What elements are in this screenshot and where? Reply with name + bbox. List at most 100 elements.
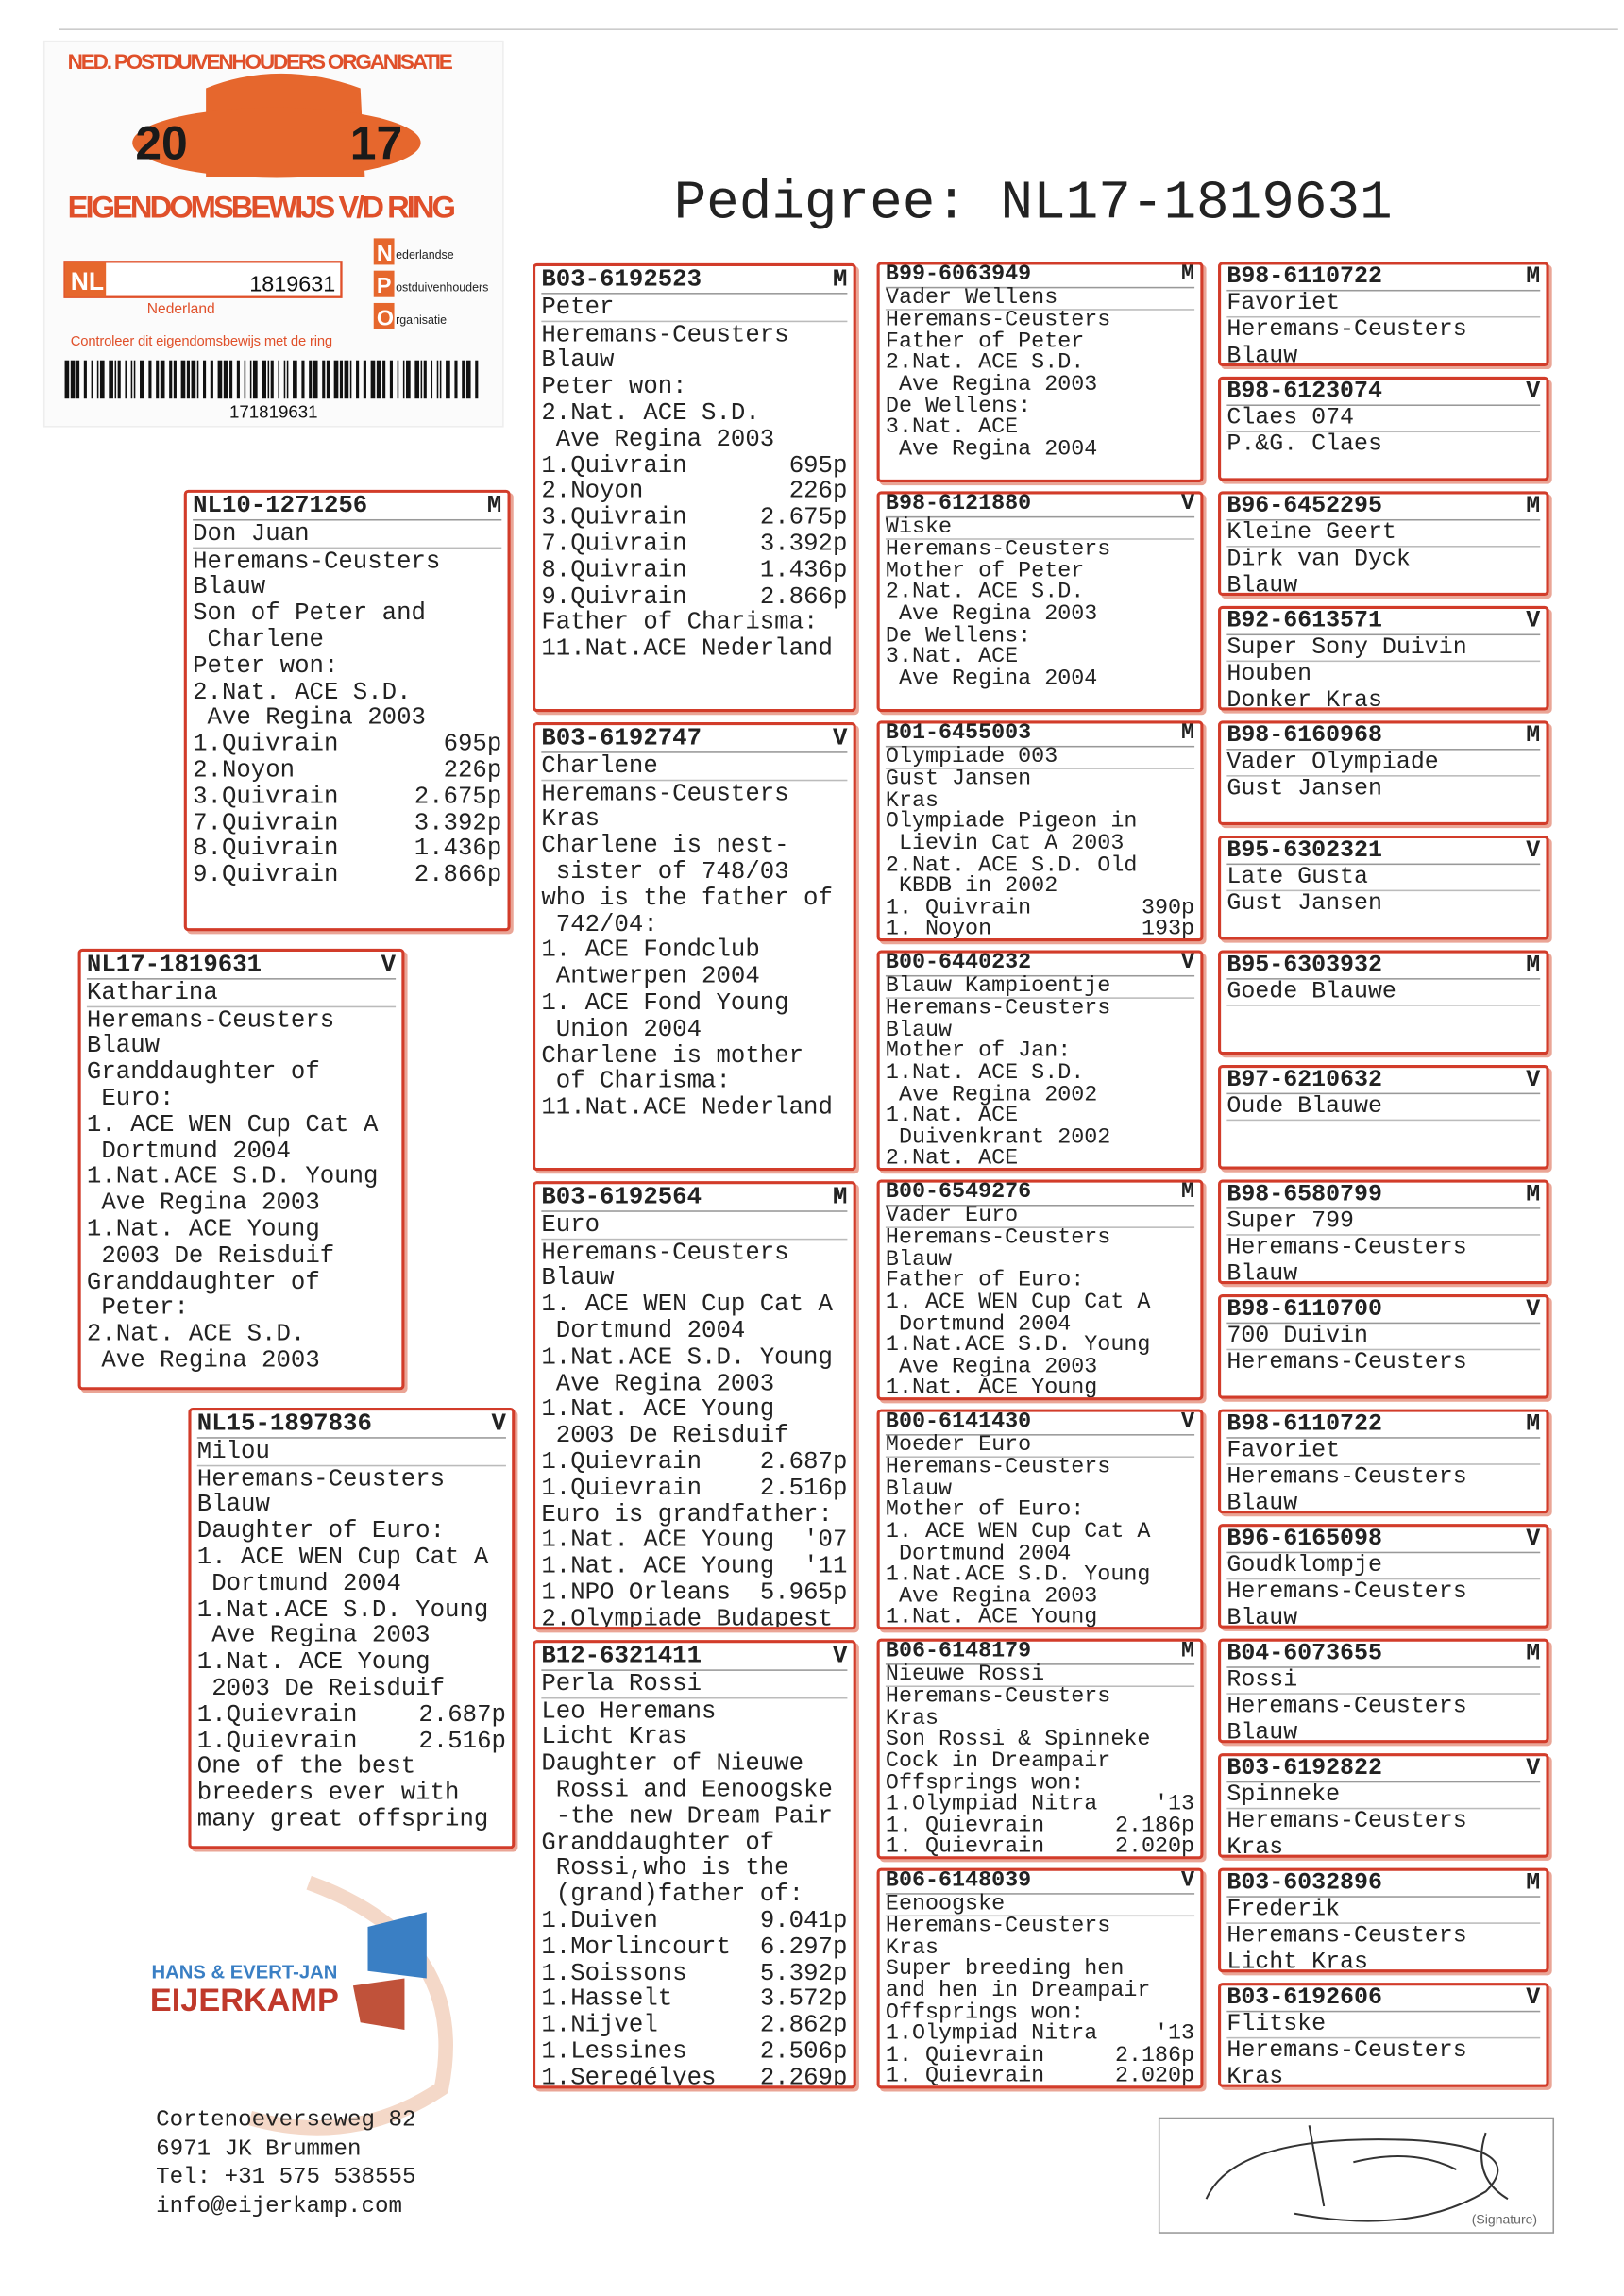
- info-line: Blauw: [1226, 1604, 1298, 1629]
- ring-id: B03-6192523: [541, 264, 702, 294]
- pigeon-name: Favoriet: [1226, 291, 1541, 319]
- barcode-bar: [462, 360, 465, 399]
- info-line: Euro:: [86, 1084, 175, 1112]
- info-line: Ave Regina 2003: [193, 703, 426, 732]
- barcode-bar: [402, 360, 405, 399]
- info-line: Donker Kras: [1226, 685, 1382, 711]
- pigeon-name: Claes 074: [1226, 405, 1541, 433]
- info-line: Heremans-Ceusters: [885, 1225, 1111, 1251]
- info-line: Rossi and Eenoogske: [541, 1775, 833, 1804]
- card-header: B95-6303932 M: [1226, 954, 1541, 980]
- pigeon-card: NL15-1897836 V Milou Heremans-Ceusters Blauw…: [188, 1408, 516, 1849]
- info-line: 11.Nat.ACE Nederland: [541, 633, 833, 663]
- info-line: 2.Nat. ACE: [885, 1146, 1019, 1172]
- pigeon-name: Spinneke: [1226, 1782, 1541, 1810]
- sex: M: [486, 491, 502, 519]
- race: 1.Quievrain: [196, 1726, 358, 1755]
- info-line: Heremans-Ceusters: [86, 1005, 335, 1034]
- pigeon-card: B12-6321411 V Perla Rossi Leo Heremans Licht…: [532, 1640, 856, 2089]
- info-line: 2.Nat. ACE S.D.: [193, 677, 412, 706]
- barcode-bar: [301, 360, 305, 399]
- pigeon-card: B97-6210632 V Oude Blauwe: [1218, 1064, 1549, 1170]
- race: 8.Quivrain: [193, 834, 339, 863]
- barcode-bar: [223, 360, 228, 399]
- info-line: Ave Regina 2003: [885, 372, 1098, 397]
- pigeon-card: B98-6110722 M Favoriet Heremans-Ceusters Bla…: [1218, 262, 1549, 366]
- info-line: Heremans-Ceusters: [193, 546, 441, 575]
- result-row: 1.Quivrain 695p: [193, 731, 501, 758]
- certificate: EIGENDOMSBEWIJS V/D RING: [68, 190, 456, 225]
- info-line: Dortmund 2004: [885, 1311, 1072, 1337]
- race: 7.Quivrain: [541, 529, 687, 558]
- ring-id: B12-6321411: [541, 1641, 702, 1670]
- sex: V: [1526, 378, 1541, 405]
- result: '11: [804, 1551, 848, 1580]
- result: 2.516p: [418, 1726, 506, 1755]
- race: 1. Noyon: [885, 917, 992, 942]
- barcode-bar: [125, 360, 127, 399]
- race: 1. Quivrain: [885, 895, 1032, 920]
- pigeon-name: Super Sony Duivin: [1226, 634, 1541, 663]
- result-row: 1. Quievrain 2.186p: [886, 2042, 1195, 2068]
- barcode-bar: [339, 360, 344, 399]
- card-header: B98-6160968 M: [1226, 724, 1541, 751]
- info-line: 1. ACE Fondclub: [541, 936, 760, 965]
- result-row: 1.Quievrain 2.516p: [541, 1475, 847, 1501]
- barcode-bar: [76, 360, 80, 399]
- barcode-bar: [244, 360, 246, 399]
- race: 7.Quivrain: [193, 808, 339, 836]
- info-line: 1. ACE WEN Cup Cat A: [86, 1109, 379, 1139]
- ring-id: B03-6192747: [541, 723, 702, 752]
- card-header: B95-6302321 V: [1226, 836, 1541, 866]
- info-line: Mother of Peter: [885, 558, 1085, 584]
- info-line: Kras: [885, 1934, 939, 1961]
- info-line: 3.Nat. ACE: [885, 644, 1019, 670]
- info-line: Blauw: [193, 572, 266, 601]
- barcode-bar: [436, 360, 439, 399]
- result: 226p: [788, 477, 848, 505]
- sex: V: [832, 723, 848, 752]
- info-line: Mother of Jan:: [885, 1038, 1072, 1065]
- info-line: Ave Regina 2003: [86, 1189, 320, 1217]
- sex: M: [832, 264, 848, 294]
- info-line: Heremans-Ceusters: [885, 1914, 1111, 1939]
- result: 1.436p: [759, 555, 848, 584]
- ring-id: B95-6302321: [1226, 836, 1382, 864]
- result-row: 9.Quivrain 2.866p: [541, 582, 847, 610]
- sex: M: [1526, 262, 1541, 290]
- info-line: Father of Euro:: [885, 1268, 1085, 1294]
- info-line: Gust Jansen: [1226, 775, 1382, 802]
- race: 1. Quievrain: [885, 2064, 1045, 2089]
- info-line: Duivenkrant 2002: [885, 1124, 1111, 1150]
- info-line: Antwerpen 2004: [541, 962, 760, 990]
- info-line: Kras: [1226, 2063, 1284, 2087]
- pigeon-card: B98-6580799 M Super 799 Heremans-Ceusters Bl…: [1218, 1179, 1549, 1285]
- result: 2.186p: [1114, 1813, 1195, 1839]
- result: 2.186p: [1114, 2042, 1195, 2068]
- info-line: 1.Nat. ACE Young: [885, 1376, 1098, 1401]
- pigeon-card: B03-6192564 M Euro Heremans-Ceusters Blauw 1.…: [532, 1181, 856, 1630]
- pigeon-name: Euro: [541, 1211, 848, 1240]
- sex: V: [491, 1409, 506, 1438]
- barcode-bar: [356, 360, 360, 399]
- info-line: Charlene: [193, 625, 324, 653]
- npo-letter-box: [373, 302, 395, 329]
- sex: M: [1526, 1869, 1541, 1897]
- info-line: Son Rossi & Spinneke: [885, 1727, 1151, 1753]
- barcode-bar: [133, 360, 136, 399]
- country-box: [64, 262, 107, 297]
- pigeon-card: B00-6549276 M Vader Euro Heremans-Ceusters B…: [876, 1179, 1204, 1401]
- info-line: 3.Nat. ACE: [885, 414, 1019, 441]
- info-line: Blauw: [541, 1263, 615, 1292]
- barcode-bar: [180, 360, 186, 399]
- race: 9.Quivrain: [193, 860, 339, 889]
- info-line: Heremans-Ceusters: [1226, 1808, 1467, 1835]
- result-row: 1.Morlincourt 6.297p: [541, 1933, 847, 1960]
- info-line: 1. ACE Fond Young: [541, 988, 789, 1017]
- result-row: 1.Soissons 5.392p: [541, 1960, 847, 1986]
- signature-label: (Signature): [1472, 2212, 1537, 2227]
- info-line: Offsprings won:: [885, 2000, 1085, 2025]
- address-line: Tel: +31 575 538555: [156, 2163, 416, 2190]
- info-line: Houben: [1226, 661, 1312, 688]
